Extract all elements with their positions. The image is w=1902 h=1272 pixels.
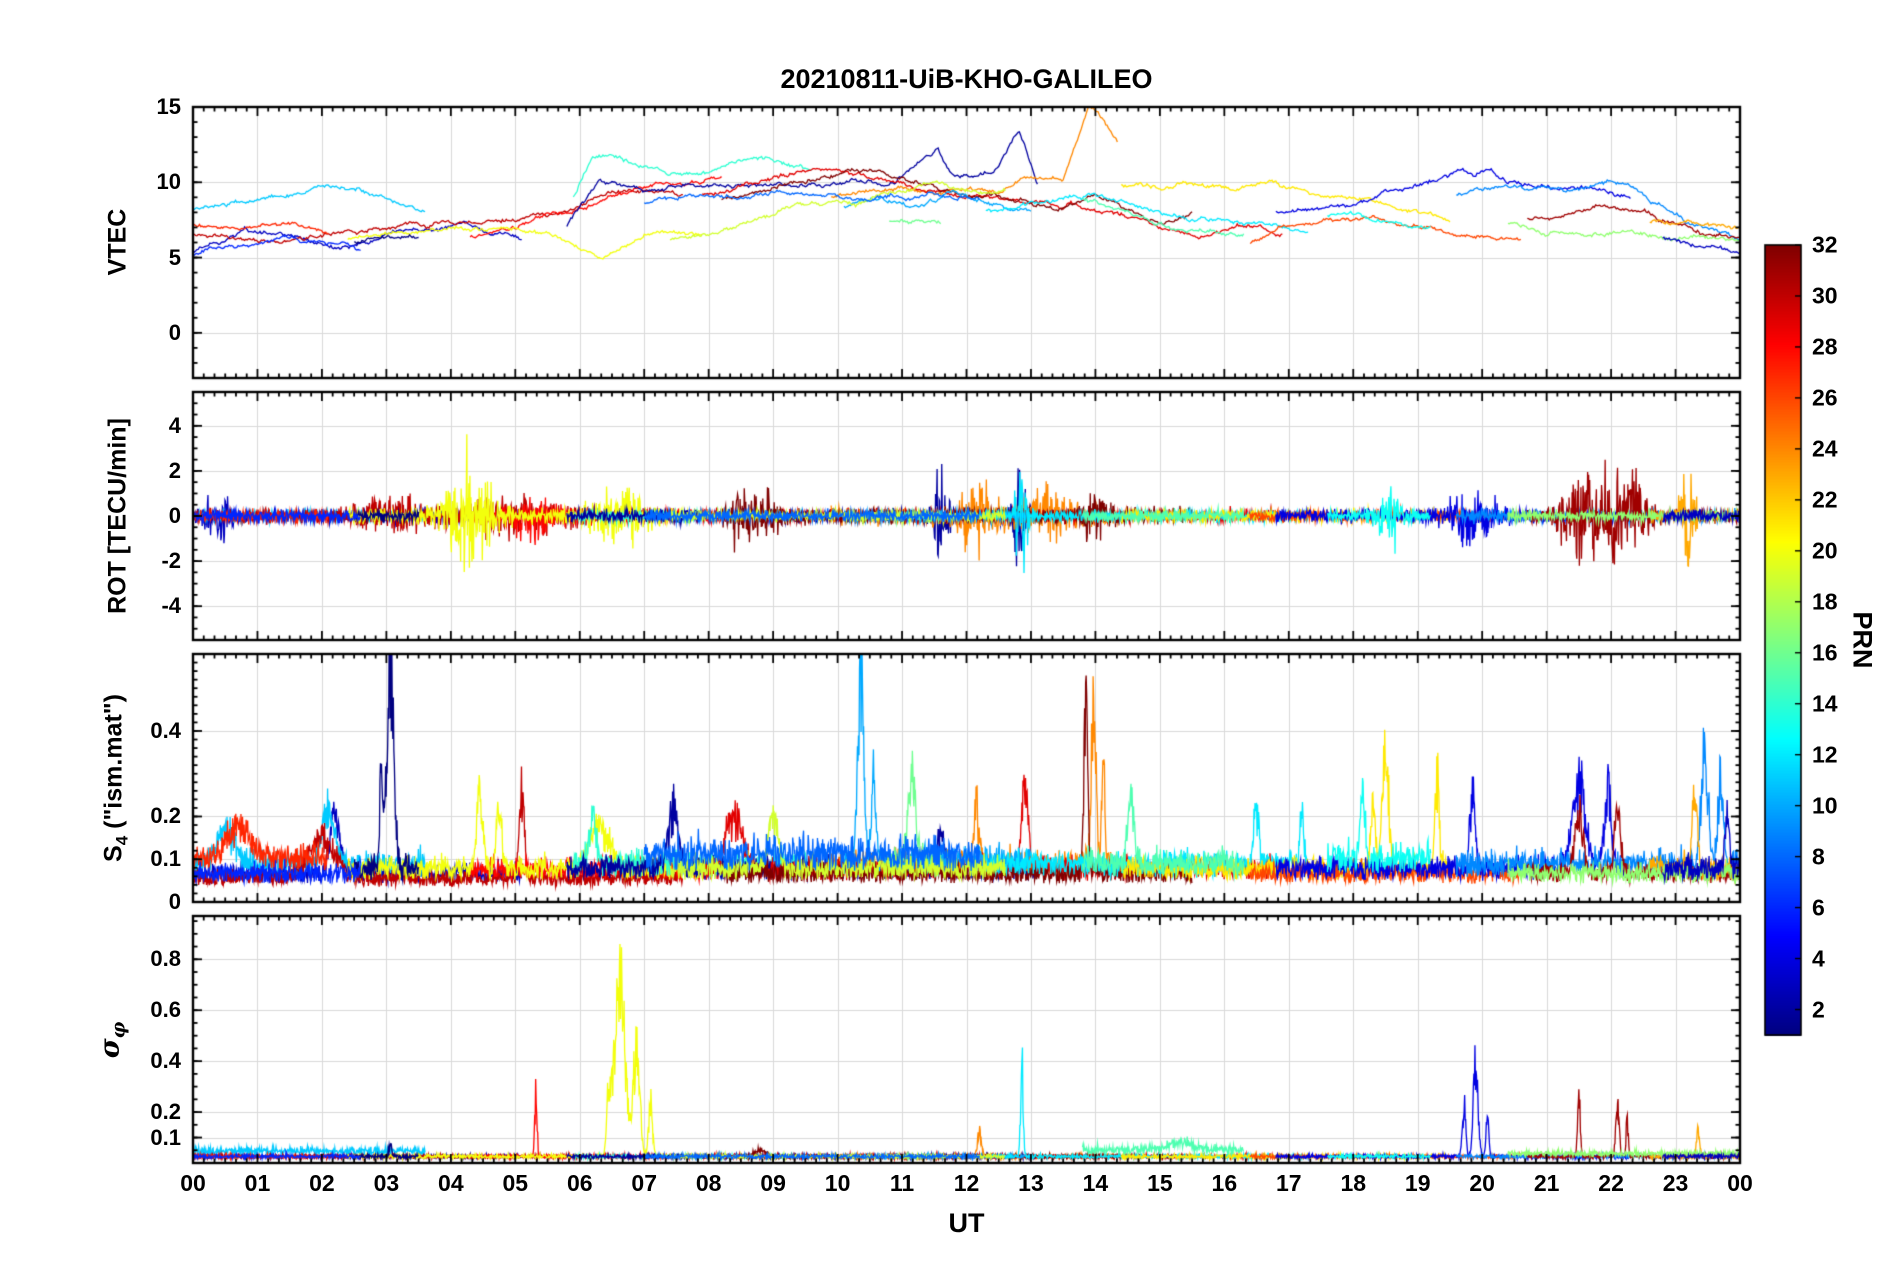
colorbar-tick-label: 16 (1812, 639, 1838, 666)
x-tick-label: 08 (695, 1170, 722, 1196)
x-tick-label: 09 (760, 1170, 786, 1196)
x-tick-label: 04 (438, 1170, 464, 1196)
colorbar-tick-label: 18 (1812, 588, 1838, 615)
colorbar-tick-label: 20 (1812, 537, 1838, 564)
x-tick-label: 11 (889, 1170, 915, 1196)
colorbar-tick-label: 12 (1812, 741, 1838, 768)
y-tick-label: 0 (168, 503, 181, 528)
x-tick-label: 05 (502, 1170, 529, 1196)
x-tick-label: 22 (1598, 1170, 1624, 1196)
y-tick-label: 0.4 (150, 1048, 181, 1074)
x-tick-label: 00 (1727, 1170, 1753, 1196)
colorbar-tick-label: 32 (1812, 231, 1838, 258)
x-tick-label: 01 (244, 1170, 271, 1196)
y-tick-label: 4 (168, 412, 181, 438)
x-tick-label: 03 (373, 1170, 400, 1196)
y-tick-label: 0 (168, 319, 181, 345)
x-tick-label: 16 (1211, 1170, 1238, 1196)
chart-title: 20210811-UiB-KHO-GALILEO (780, 64, 1153, 94)
colorbar-tick-label: 14 (1812, 690, 1838, 717)
x-tick-label: 00 (180, 1170, 206, 1196)
x-tick-label: 14 (1082, 1170, 1109, 1196)
x-tick-label: 06 (566, 1170, 593, 1196)
x-tick-label: 02 (309, 1170, 335, 1196)
y-axis-label-s4-sub: 4 (112, 835, 132, 846)
y-tick-label: -2 (161, 548, 181, 574)
colorbar-tick-label: 2 (1812, 996, 1825, 1023)
y-tick-label: 2 (168, 457, 181, 483)
x-tick-label: 10 (824, 1170, 851, 1196)
y-tick-label: 0.4 (150, 717, 181, 743)
x-tick-label: 19 (1404, 1170, 1431, 1196)
y-tick-label: 5 (168, 244, 181, 270)
colorbar-tick-label: 24 (1812, 435, 1838, 462)
colorbar-tick-label: 22 (1812, 486, 1838, 513)
x-tick-label: 15 (1147, 1170, 1173, 1196)
colorbar-label: PRN (1847, 611, 1878, 669)
x-tick-label: 17 (1275, 1170, 1302, 1196)
y-tick-label: 0 (168, 889, 181, 914)
y-tick-label: 0.6 (150, 997, 181, 1023)
colorbar-tick-label: 28 (1812, 333, 1838, 360)
y-tick-label: 0.2 (150, 1099, 181, 1125)
colorbar-tick-label: 26 (1812, 384, 1838, 411)
x-axis-label: UT (948, 1208, 985, 1238)
y-tick-label: 10 (156, 169, 181, 195)
y-tick-label: -4 (161, 593, 181, 619)
x-tick-label: 20 (1469, 1170, 1495, 1196)
x-tick-label: 21 (1533, 1170, 1560, 1196)
y-tick-label: 15 (156, 94, 181, 119)
y-tick-label: 0.8 (150, 946, 181, 972)
colorbar-tick-label: 10 (1812, 792, 1838, 819)
colorbar-tick-label: 30 (1812, 282, 1838, 309)
y-tick-label: 0.1 (150, 1124, 181, 1150)
x-tick-label: 12 (953, 1170, 980, 1196)
x-tick-label: 07 (631, 1170, 657, 1196)
x-tick-label: 23 (1662, 1170, 1689, 1196)
colorbar-tick-label: 8 (1812, 843, 1825, 870)
x-tick-label: 13 (1018, 1170, 1044, 1196)
y-axis-label-sigma-sub: φ (108, 1021, 130, 1039)
y-tick-label: 0.1 (150, 846, 181, 872)
colorbar-tick-label: 4 (1812, 945, 1825, 972)
y-tick-label: 0.2 (150, 803, 181, 829)
x-tick-label: 18 (1340, 1170, 1367, 1196)
colorbar-tick-label: 6 (1812, 894, 1825, 921)
